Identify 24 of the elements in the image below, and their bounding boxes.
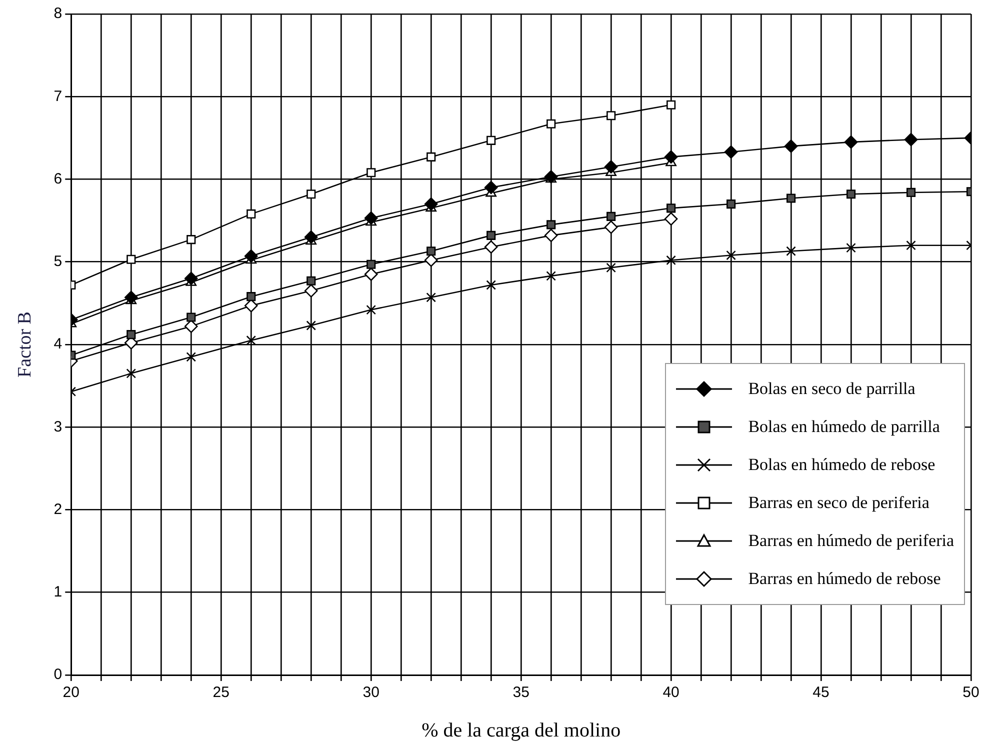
y-tick-label: 3 — [54, 418, 62, 436]
y-tick-label: 5 — [54, 253, 62, 270]
x-tick-label: 40 — [662, 684, 680, 702]
y-axis-title: Factor B — [14, 312, 36, 378]
x-tick-label: 35 — [512, 684, 530, 702]
x-tick-label: 20 — [62, 684, 80, 702]
y-tick-label: 7 — [54, 88, 62, 105]
x-tick-label: 45 — [812, 684, 830, 702]
y-tick-label: 8 — [54, 5, 62, 22]
x-tick-label: 25 — [212, 684, 230, 702]
x-tick-label: 30 — [362, 684, 380, 702]
legend-label: Bolas en seco de parrilla — [748, 379, 916, 399]
y-tick-label: 0 — [54, 666, 62, 684]
y-tick-label: 6 — [54, 170, 62, 188]
x-axis-title: % de la carga del molino — [422, 719, 621, 742]
x-tick-label: 50 — [962, 684, 980, 702]
legend-label: Bolas en húmedo de rebose — [748, 455, 936, 475]
legend-label: Barras en húmedo de rebose — [748, 569, 941, 589]
legend-label: Barras en seco de periferia — [748, 493, 930, 513]
y-tick-label: 2 — [54, 500, 62, 518]
legend-label: Barras en húmedo de periferia — [748, 531, 954, 551]
y-tick-label: 1 — [54, 584, 62, 601]
y-tick-label: 4 — [54, 336, 62, 353]
legend-label: Bolas en húmedo de parrilla — [748, 417, 940, 437]
